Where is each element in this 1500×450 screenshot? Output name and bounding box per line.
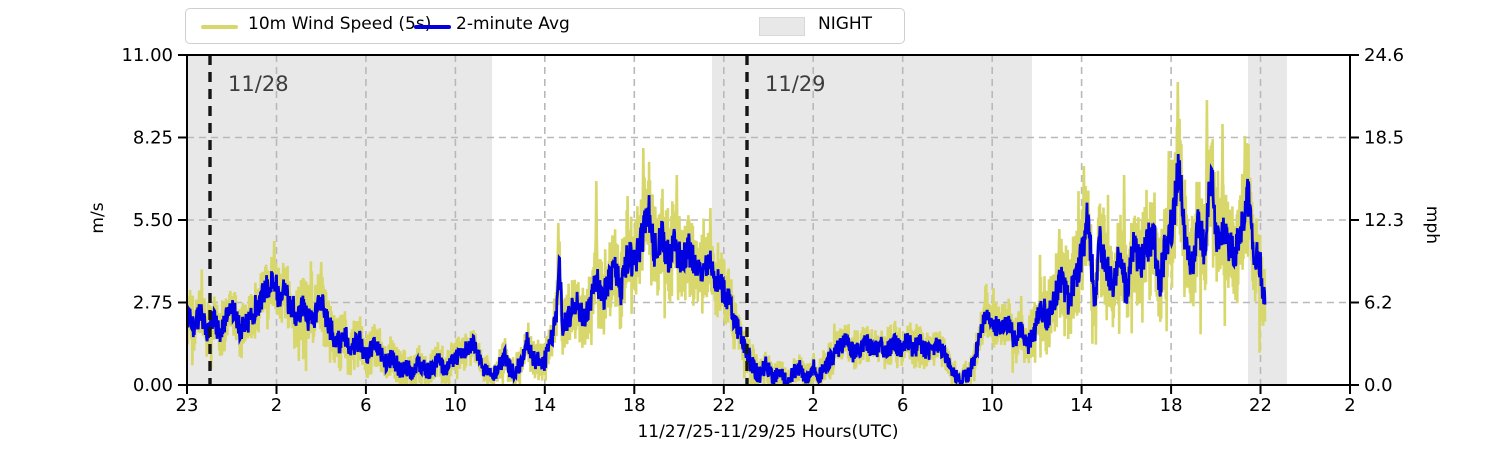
x-tick-label: 22 (1249, 395, 1272, 416)
legend-label-5s: 10m Wind Speed (5s) (248, 14, 432, 34)
chart-legend: 10m Wind Speed (5s) 2-minute Avg NIGHT (185, 8, 905, 44)
y-axis-unit-left: m/s (88, 202, 108, 234)
x-tick-label: 10 (444, 395, 467, 416)
y-axis-unit-right: mph (1422, 205, 1442, 245)
two-minute-avg-line (187, 153, 1267, 385)
date-annotation-1128: 11/28 (228, 72, 289, 96)
y-tick-label-right: 0.0 (1364, 375, 1393, 396)
x-tick-label: 14 (1070, 395, 1093, 416)
x-axis-label: 11/27/25-11/29/25 Hours(UTC) (637, 422, 899, 442)
x-tick-label: 23 (176, 395, 199, 416)
x-tick-label: 22 (712, 395, 735, 416)
legend-label-night: NIGHT (818, 14, 873, 34)
y-tick-label-right: 12.3 (1364, 210, 1404, 231)
x-tick-label: 18 (1160, 395, 1183, 416)
legend-line-sample-avg (414, 25, 451, 29)
x-tick-label: 18 (623, 395, 646, 416)
y-tick-label-right: 6.2 (1364, 293, 1393, 314)
legend-line-sample-5s (201, 25, 238, 29)
x-tick-label: 6 (360, 395, 371, 416)
y-tick-label-left: 0.00 (133, 375, 173, 396)
x-tick-label: 10 (981, 395, 1004, 416)
x-tick-label: 2 (1344, 395, 1355, 416)
x-tick-label: 6 (897, 395, 908, 416)
y-tick-label-right: 24.6 (1364, 45, 1404, 66)
y-tick-label-left: 11.00 (121, 45, 173, 66)
y-tick-label-left: 2.75 (133, 293, 173, 314)
legend-patch-night (759, 17, 805, 36)
y-tick-label-left: 8.25 (133, 128, 173, 149)
x-tick-label: 2 (807, 395, 818, 416)
plot-border (186, 54, 1351, 386)
x-tick-label: 14 (533, 395, 556, 416)
legend-label-avg: 2-minute Avg (456, 14, 570, 34)
x-tick-label: 2 (271, 395, 282, 416)
y-tick-label-right: 18.5 (1364, 128, 1404, 149)
date-annotation-1129: 11/29 (765, 72, 826, 96)
y-tick-label-left: 5.50 (133, 210, 173, 231)
